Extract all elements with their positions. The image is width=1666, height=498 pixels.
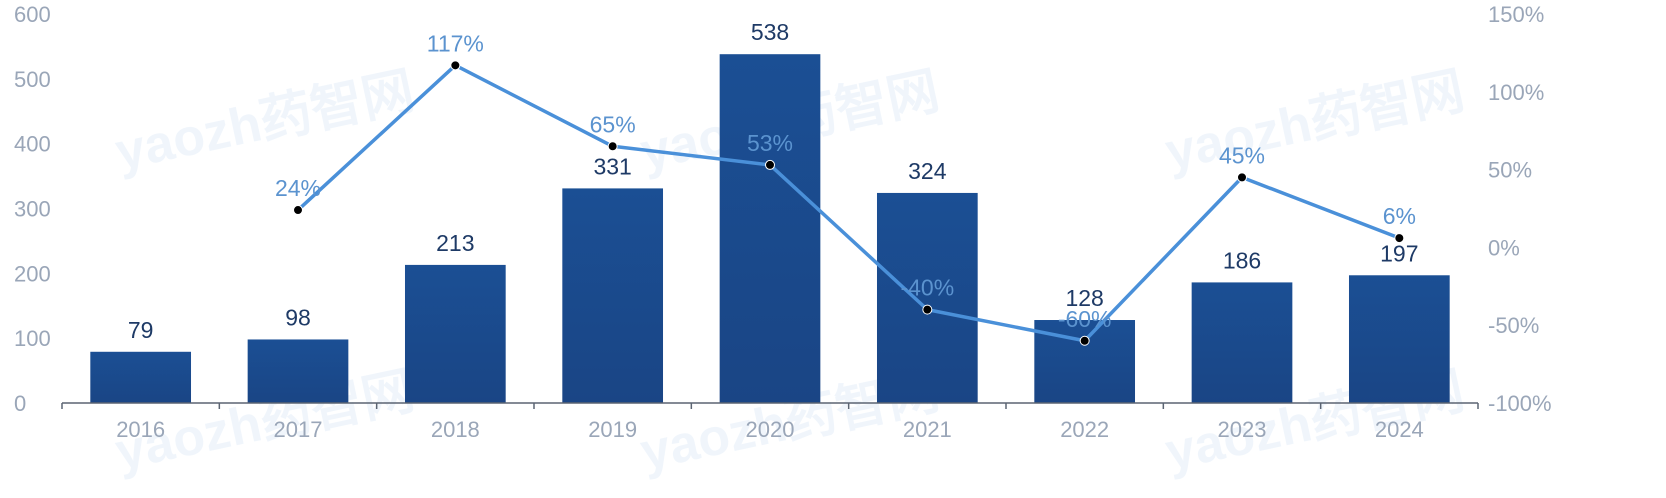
bar-value-label: 324 — [908, 158, 947, 184]
y-tick-label: 200 — [14, 261, 51, 286]
pct-value-label: 24% — [275, 175, 321, 201]
watermark-text: yaozh药智网 — [1160, 62, 1469, 182]
bar — [247, 339, 349, 403]
bar-value-label: 213 — [436, 230, 474, 256]
x-axis-ticks: 2016 2017 2018 2019 2020 2021 2022 2023 2024 — [116, 417, 1424, 442]
bar — [562, 188, 664, 403]
y-tick-label: 400 — [14, 132, 51, 157]
bar — [719, 54, 821, 404]
y-tick-label: 500 — [14, 67, 51, 92]
x-tick-label: 2017 — [274, 417, 323, 442]
x-tick-label: 2020 — [746, 417, 795, 442]
x-tick-label: 2024 — [1375, 417, 1424, 442]
y-tick-label: 100 — [14, 326, 51, 351]
bar-value-label: 98 — [285, 304, 311, 330]
bar-value-label: 331 — [593, 153, 631, 179]
x-tick-label: 2018 — [431, 417, 480, 442]
pct-value-label: -60% — [1058, 306, 1112, 332]
pct-value-label: 45% — [1219, 142, 1265, 168]
pct-value-label: 117% — [427, 30, 484, 56]
y2-tick-label: -50% — [1488, 313, 1539, 338]
bar — [876, 192, 978, 403]
bar — [1348, 275, 1450, 403]
line-value-labels: 24% 117% 65% 53% -40% -60% 45% 6% — [275, 30, 1416, 331]
bar-value-label: 538 — [751, 19, 789, 45]
x-tick-label: 2021 — [903, 417, 952, 442]
pct-value-label: -40% — [900, 275, 954, 301]
bar-value-label: 186 — [1223, 247, 1261, 273]
line-series — [293, 60, 1405, 346]
y-tick-label: 0 — [14, 391, 26, 416]
line-marker — [1394, 233, 1405, 244]
right-axis-ticks: -100% -50% 0% 50% 100% 150% — [1488, 2, 1552, 416]
x-tick-label: 2023 — [1218, 417, 1267, 442]
bar-value-label: 197 — [1380, 240, 1418, 266]
y2-tick-label: -100% — [1488, 391, 1552, 416]
x-tick-label: 2016 — [116, 417, 165, 442]
pct-value-label: 53% — [747, 130, 793, 156]
bar-value-label: 128 — [1065, 285, 1103, 311]
growth-line — [296, 63, 1400, 343]
y2-tick-label: 100% — [1488, 80, 1544, 105]
y2-tick-label: 0% — [1488, 235, 1520, 260]
line-marker — [293, 205, 303, 216]
line-marker — [922, 304, 933, 315]
left-axis-ticks: 0 100 200 300 400 500 600 — [14, 2, 51, 416]
bar — [404, 264, 506, 403]
line-marker — [450, 60, 461, 71]
y-tick-label: 600 — [14, 2, 51, 27]
x-tick-label: 2022 — [1060, 417, 1109, 442]
y2-tick-label: 150% — [1488, 2, 1544, 27]
pct-value-label: 65% — [590, 111, 636, 137]
x-axis — [61, 402, 1479, 409]
y-tick-label: 300 — [14, 197, 51, 222]
bar — [90, 351, 192, 403]
line-marker — [607, 141, 618, 152]
watermark-text: yaozh药智网 — [110, 62, 419, 182]
y2-tick-label: 50% — [1488, 158, 1532, 183]
bar-value-labels: 79 98 213 331 538 324 128 186 197 — [128, 19, 1419, 343]
bar — [1191, 282, 1293, 403]
bar-value-label: 79 — [128, 317, 154, 343]
line-marker — [1079, 335, 1090, 346]
pct-value-label: 6% — [1383, 203, 1416, 229]
line-marker — [1237, 172, 1247, 183]
bar-series — [90, 54, 1450, 404]
line-marker — [765, 159, 775, 170]
x-tick-label: 2019 — [588, 417, 637, 442]
